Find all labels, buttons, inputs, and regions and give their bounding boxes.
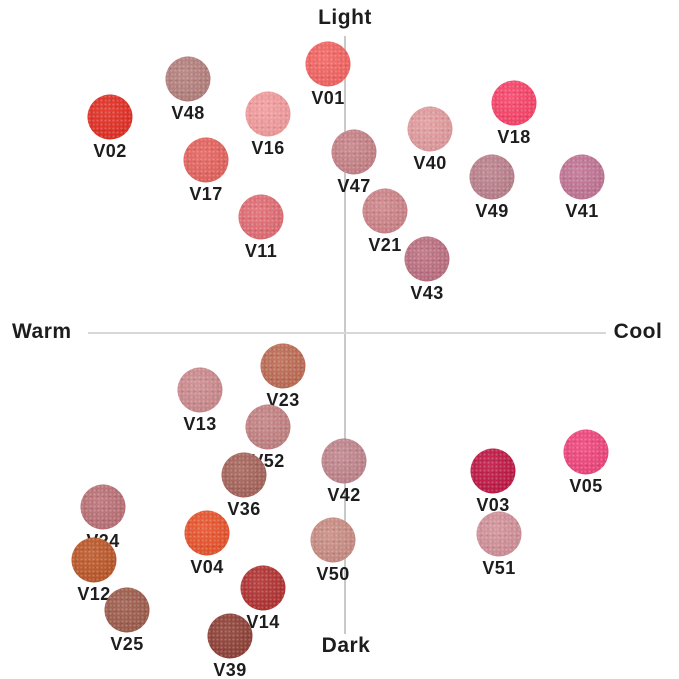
swatch-label: V47: [337, 176, 371, 196]
swatch-label: V03: [476, 495, 510, 515]
swatch-dot: [407, 106, 453, 152]
swatch-label: V21: [368, 235, 402, 255]
swatch-label: V51: [482, 558, 516, 578]
swatch-label: V25: [110, 634, 144, 654]
swatch-label: V13: [183, 414, 217, 434]
swatch-dot: [559, 154, 605, 200]
swatch-label: V02: [93, 141, 127, 161]
swatch-dot: [183, 137, 229, 183]
swatch-label: V11: [244, 241, 278, 261]
swatch-dot: [362, 188, 408, 234]
swatch-label: V42: [327, 485, 361, 505]
swatch-dot: [177, 367, 223, 413]
swatch-label: V16: [251, 138, 285, 158]
swatch-label: V49: [475, 201, 509, 221]
swatch-dot: [310, 517, 356, 563]
swatch-label: V50: [316, 564, 350, 584]
swatch-label: V41: [565, 201, 599, 221]
swatch-label: V05: [569, 476, 603, 496]
swatch-dot: [221, 452, 267, 498]
swatch-label: V36: [227, 499, 261, 519]
swatch-dot: [71, 537, 117, 583]
swatch-label: V43: [410, 283, 444, 303]
swatch-label: V48: [171, 103, 205, 123]
swatch-label: V40: [413, 153, 447, 173]
swatch-label: V12: [77, 584, 111, 604]
swatch-dot: [245, 404, 291, 450]
swatch-dot: [165, 56, 211, 102]
swatch-label: V18: [497, 127, 531, 147]
swatch-label: V01: [311, 88, 345, 108]
axis-label-warm: Warm: [12, 320, 72, 343]
swatch-dot: [80, 484, 126, 530]
swatch-dot: [238, 194, 284, 240]
swatch-dot: [470, 448, 516, 494]
swatch-dot: [240, 565, 286, 611]
horizontal-axis-line: [88, 332, 606, 334]
axis-label-dark: Dark: [321, 634, 371, 657]
swatch-label: V04: [190, 557, 224, 577]
swatch-dot: [87, 94, 133, 140]
swatch-dot: [207, 613, 253, 659]
swatch-label: V39: [213, 660, 247, 679]
swatch-label: V14: [246, 612, 280, 632]
vertical-axis-line: [344, 36, 346, 634]
swatch-dot: [245, 91, 291, 137]
swatch-dot: [184, 510, 230, 556]
swatch-dot: [563, 429, 609, 475]
swatch-dot: [476, 511, 522, 557]
swatch-dot: [331, 129, 377, 175]
swatch-dot: [104, 587, 150, 633]
swatch-dot: [260, 343, 306, 389]
axis-label-light: Light: [318, 6, 372, 29]
axis-label-cool: Cool: [613, 320, 663, 343]
swatch-dot: [469, 154, 515, 200]
swatch-dot: [491, 80, 537, 126]
swatch-dot: [321, 438, 367, 484]
swatch-dot: [404, 236, 450, 282]
swatch-label: V17: [189, 184, 223, 204]
swatch-dot: [305, 41, 351, 87]
